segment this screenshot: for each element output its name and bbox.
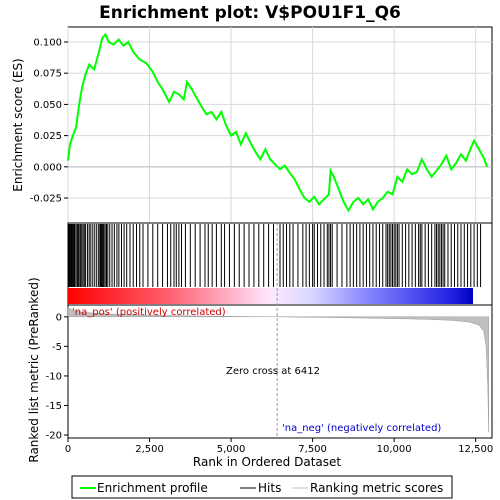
zero-cross-label: Zero cross at 6412 bbox=[226, 366, 320, 377]
es-panel bbox=[67, 26, 493, 224]
rank-color-bar bbox=[68, 288, 473, 304]
metric-tick-label: -10 bbox=[46, 371, 62, 382]
x-axis-label: Rank in Ordered Dataset bbox=[193, 455, 341, 469]
x-tick-label: 2,500 bbox=[135, 444, 164, 455]
es-tick-label: 0.100 bbox=[33, 37, 62, 48]
es-tick-label: 0.025 bbox=[33, 131, 62, 142]
ranking-metric-area bbox=[67, 306, 489, 433]
x-tick-label: 5,000 bbox=[217, 444, 246, 455]
es-tick-label: -0.025 bbox=[30, 194, 62, 205]
metric-tick-label: -5 bbox=[52, 342, 62, 353]
neg-label: 'na_neg' (negatively correlated) bbox=[282, 423, 441, 434]
metric-tick-label: 0 bbox=[56, 312, 62, 323]
metric-tick-label: -15 bbox=[46, 401, 62, 412]
chart-title: Enrichment plot: V$POU1F1_Q6 bbox=[99, 3, 401, 23]
legend-hits-label: Hits bbox=[258, 481, 281, 495]
es-y-axis-label: Enrichment score (ES) bbox=[11, 58, 25, 191]
pos-label: 'na_pos' (positively correlated) bbox=[72, 307, 226, 318]
metric-y-axis-label: Ranked list metric (PreRanked) bbox=[27, 277, 41, 462]
es-tick-label: 0.050 bbox=[33, 100, 62, 111]
legend: Enrichment profile Hits Ranking metric s… bbox=[71, 475, 453, 499]
legend-metric-label: Ranking metric scores bbox=[310, 481, 443, 495]
x-tick-label: 7,500 bbox=[298, 444, 327, 455]
metric-tick-label: -20 bbox=[46, 431, 62, 442]
es-tick-label: 0.000 bbox=[33, 162, 62, 173]
x-tick-label: 0 bbox=[65, 444, 71, 455]
x-tick-label: 12,500 bbox=[458, 444, 493, 455]
legend-enrichment-label: Enrichment profile bbox=[97, 481, 208, 495]
es-tick-label: 0.075 bbox=[33, 69, 62, 80]
metric-panel bbox=[67, 304, 493, 439]
x-tick-label: 10,000 bbox=[377, 444, 412, 455]
enrichment-profile-line bbox=[67, 32, 489, 213]
